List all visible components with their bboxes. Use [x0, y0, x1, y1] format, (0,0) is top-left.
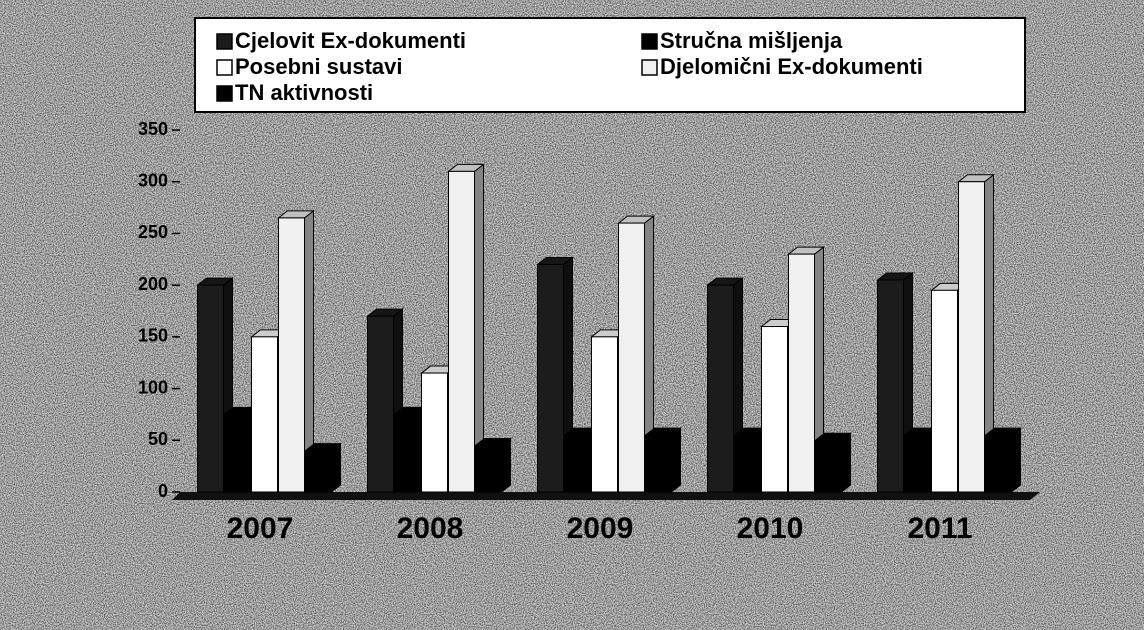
bar-front: [958, 181, 985, 493]
bar: [196, 277, 234, 494]
bar-side: [1011, 427, 1021, 494]
bar-front: [564, 434, 591, 493]
bar-side: [671, 427, 681, 494]
bar: [277, 209, 315, 494]
bar-front: [645, 434, 672, 493]
floor: [172, 492, 1040, 500]
bar-front: [707, 284, 734, 493]
bar: [644, 427, 682, 494]
legend-swatch: [216, 33, 233, 50]
y-tick-label: 50: [148, 429, 168, 449]
y-tick-label: 150: [138, 326, 168, 346]
x-tick-label: 2009: [567, 512, 634, 545]
bar-front: [421, 372, 448, 493]
legend-label: Djelomični Ex-dokumenti: [660, 54, 923, 79]
bar-front: [734, 434, 761, 493]
y-tick-label: 250: [138, 222, 168, 242]
bar: [787, 246, 825, 494]
legend-label: Cjelovit Ex-dokumenti: [235, 28, 466, 53]
bar-front: [985, 434, 1012, 493]
legend-swatch: [216, 85, 233, 102]
y-tick-label: 300: [138, 170, 168, 190]
legend-label: Stručna mišljenja: [660, 28, 843, 53]
bar-front: [305, 450, 332, 493]
bar: [617, 215, 655, 494]
y-tick-label: 200: [138, 274, 168, 294]
x-tick-label: 2011: [907, 512, 972, 545]
legend-box: [194, 17, 1026, 113]
bar: [304, 442, 342, 494]
bar-front: [251, 336, 278, 493]
bar-front: [475, 444, 502, 493]
y-tick-label: 0: [158, 481, 168, 501]
legend-label: Posebni sustavi: [235, 54, 403, 79]
bar-front: [537, 263, 564, 493]
bar-front: [278, 217, 305, 493]
bar: [876, 271, 914, 494]
y-tick-label: 100: [138, 377, 168, 397]
legend-swatch: [641, 33, 658, 50]
y-tick-label: 350: [138, 119, 168, 139]
bar-front: [761, 326, 788, 493]
bar-side: [841, 432, 851, 494]
bar-front: [394, 413, 421, 493]
legend-swatch: [641, 59, 658, 76]
bar-front: [448, 170, 475, 493]
bar-side: [331, 442, 341, 494]
x-tick-label: 2010: [737, 512, 804, 545]
bar: [447, 163, 485, 494]
bar: [814, 432, 852, 494]
bar-front: [788, 253, 815, 493]
bar-front: [591, 336, 618, 493]
bar-front: [931, 289, 958, 493]
bar-front: [197, 284, 224, 493]
legend-swatch: [216, 59, 233, 76]
bar-front: [904, 434, 931, 493]
bar: [474, 437, 512, 494]
bar-front: [224, 413, 251, 493]
bar: [984, 427, 1022, 494]
x-tick-label: 2008: [397, 512, 464, 545]
bar-front: [877, 279, 904, 493]
bar-side: [501, 437, 511, 494]
bar-front: [815, 439, 842, 493]
legend-label: TN aktivnosti: [235, 80, 373, 105]
x-tick-label: 2007: [227, 512, 294, 545]
bar-front: [618, 222, 645, 493]
bar-front: [367, 315, 394, 493]
